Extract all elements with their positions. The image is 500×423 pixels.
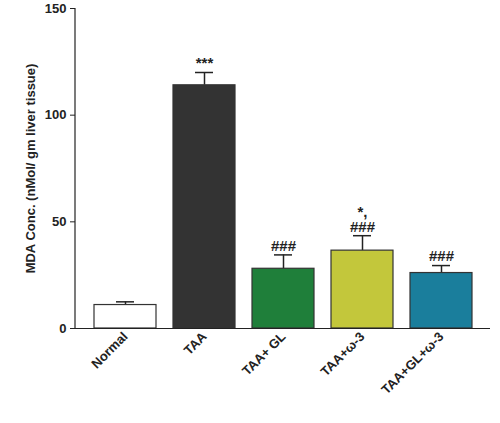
svg-text:TAA+GL+ω-3: TAA+GL+ω-3 (378, 329, 446, 397)
svg-text:MDA Conc. (nMol/ gm liver tiss: MDA Conc. (nMol/ gm liver tissue) (23, 64, 38, 274)
svg-text:TAA+ GL: TAA+ GL (239, 329, 289, 379)
svg-text:0: 0 (59, 321, 66, 336)
svg-text:Normal: Normal (88, 329, 130, 371)
svg-text:TAA: TAA (181, 329, 210, 358)
svg-text:###: ### (271, 237, 297, 254)
svg-text:***: *** (196, 54, 214, 71)
svg-text:100: 100 (45, 107, 67, 122)
svg-text:###: ### (350, 218, 376, 235)
svg-text:50: 50 (52, 214, 66, 229)
svg-text:###: ### (429, 247, 455, 264)
svg-text:TAA+ω-3: TAA+ω-3 (317, 329, 367, 379)
svg-text:150: 150 (45, 1, 67, 16)
